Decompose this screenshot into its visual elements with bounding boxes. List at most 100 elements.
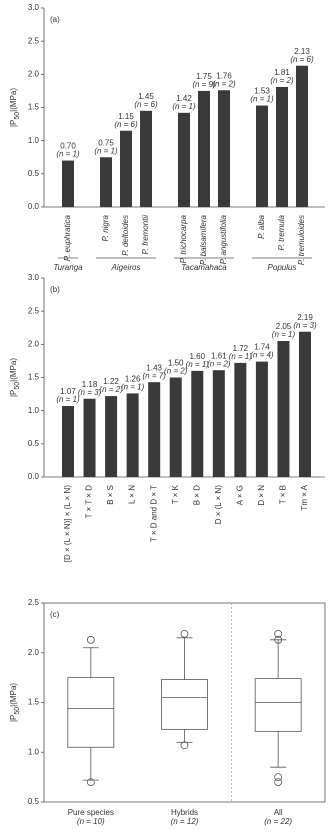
y-label-sub: 50 <box>14 707 21 715</box>
outlier <box>274 629 283 638</box>
y-tick-label: 2.5 <box>28 306 40 315</box>
y-tick-label: 0.5 <box>28 439 40 448</box>
box <box>254 678 302 732</box>
value-label: 1.15 <box>118 112 134 121</box>
value-label: 2.05 <box>276 322 292 331</box>
n-label: (n = 2) <box>164 367 188 376</box>
outlier <box>86 778 95 786</box>
bar <box>276 86 288 207</box>
bar <box>277 341 290 477</box>
y-axis-label: |P50|(MPa) <box>9 358 21 397</box>
value-label: 1.26 <box>125 375 141 384</box>
x-tick-label: Hybrids <box>171 808 198 817</box>
panel-label: (a) <box>50 15 60 24</box>
y-tick-label: 2.5 <box>28 36 40 45</box>
n-label: (n = 1) <box>250 95 274 104</box>
value-label: 0.75 <box>98 138 114 147</box>
y-label-part: |P <box>9 390 18 397</box>
bar <box>105 396 118 477</box>
group-label: Tacamahaca <box>181 263 227 272</box>
y-label-sub: 50 <box>14 382 21 390</box>
x-tick-label: T × T × D <box>85 485 94 519</box>
bar <box>218 90 230 207</box>
bar <box>148 382 161 477</box>
x-tick-label: D × N <box>257 485 266 506</box>
group-label: Populus <box>268 263 297 272</box>
y-label-part: |(MPa) <box>9 358 18 382</box>
y-tick-label: 3.0 <box>28 3 40 12</box>
bar <box>234 362 247 477</box>
x-tick-label: [D × (L × N)] × (L × N) <box>63 485 72 563</box>
n-label: (n = 1) <box>272 330 296 339</box>
n-label: (n = 1) <box>56 150 80 159</box>
x-tick-label: A × G <box>235 485 244 505</box>
y-label-part: |P <box>9 120 18 127</box>
y-label-part: |(MPa) <box>9 88 18 112</box>
value-label: 1.45 <box>138 92 154 101</box>
y-tick-label: 0.5 <box>28 797 40 806</box>
y-label-part: |(MPa) <box>9 683 18 707</box>
value-label: 1.74 <box>254 343 270 352</box>
y-tick-label: 1.0 <box>28 136 40 145</box>
value-label: 1.76 <box>216 71 232 80</box>
y-label-sub: 50 <box>14 112 21 120</box>
bar <box>120 130 132 207</box>
box <box>67 677 115 748</box>
x-tick-label: All <box>274 808 283 817</box>
n-label: (n = 2) <box>207 359 231 368</box>
n-label: (n = 2) <box>212 79 236 88</box>
n-label: (n = 9) <box>192 80 216 89</box>
bar <box>299 331 311 477</box>
x-tick-label: D × (L × N) <box>214 485 223 525</box>
y-tick-label: 1.5 <box>28 103 40 112</box>
x-tick-label: P. alba <box>257 214 266 238</box>
group-label: Turanga <box>53 263 83 272</box>
y-tick-label: 0.0 <box>28 472 40 481</box>
n-label: (n = 10) <box>77 817 105 826</box>
bar <box>191 370 204 477</box>
y-label-part: |P <box>9 715 18 722</box>
x-tick-label: B × S <box>106 485 115 505</box>
bar <box>296 65 308 208</box>
n-label: (n = 22) <box>264 817 292 826</box>
y-tick-label: 1.0 <box>28 747 40 756</box>
outlier <box>274 773 283 782</box>
x-tick-label: B × D <box>192 485 201 505</box>
x-tick-label: L × N <box>128 485 137 504</box>
outlier <box>180 629 189 638</box>
bar <box>255 361 268 477</box>
bar <box>100 157 112 207</box>
n-label: (n = 1) <box>121 383 145 392</box>
group-label: Aigeiros <box>111 263 141 272</box>
value-label: 1.22 <box>103 377 119 386</box>
n-label: (n = 7) <box>143 371 167 380</box>
x-tick-label: Tm × A <box>300 484 309 510</box>
n-label: (n = 1) <box>229 352 253 361</box>
x-tick-label: P. angustifolia <box>219 214 228 264</box>
n-label: (n = 1) <box>172 102 196 111</box>
panel-label: (b) <box>50 285 60 294</box>
x-tick-label: P. fremontii <box>141 215 150 255</box>
x-tick-label: P. balsamifera <box>199 214 208 265</box>
y-axis-label: |P50|(MPa) <box>9 88 21 127</box>
bar <box>212 370 225 477</box>
y-tick-label: 2.0 <box>28 69 40 78</box>
x-tick-label: T × B <box>279 485 288 504</box>
n-label: (n = 12) <box>171 817 199 826</box>
value-label: 1.42 <box>176 94 192 103</box>
bar <box>83 398 96 477</box>
value-label: 2.13 <box>294 47 310 56</box>
value-label: 1.61 <box>211 351 227 360</box>
x-tick-label: P. deltoides <box>121 215 130 256</box>
y-axis-label: |P50|(MPa) <box>9 683 21 722</box>
value-label: 1.50 <box>168 359 184 368</box>
n-label: (n = 4) <box>250 351 274 360</box>
value-label: 1.07 <box>60 387 76 396</box>
x-tick-label: T × D and D × T <box>149 485 158 542</box>
x-tick-label: P. nigra <box>101 214 110 241</box>
n-label: (n = 6) <box>290 55 314 64</box>
bar <box>62 406 74 477</box>
outlier <box>274 635 283 644</box>
x-tick-label: P. euphratica <box>63 214 72 261</box>
